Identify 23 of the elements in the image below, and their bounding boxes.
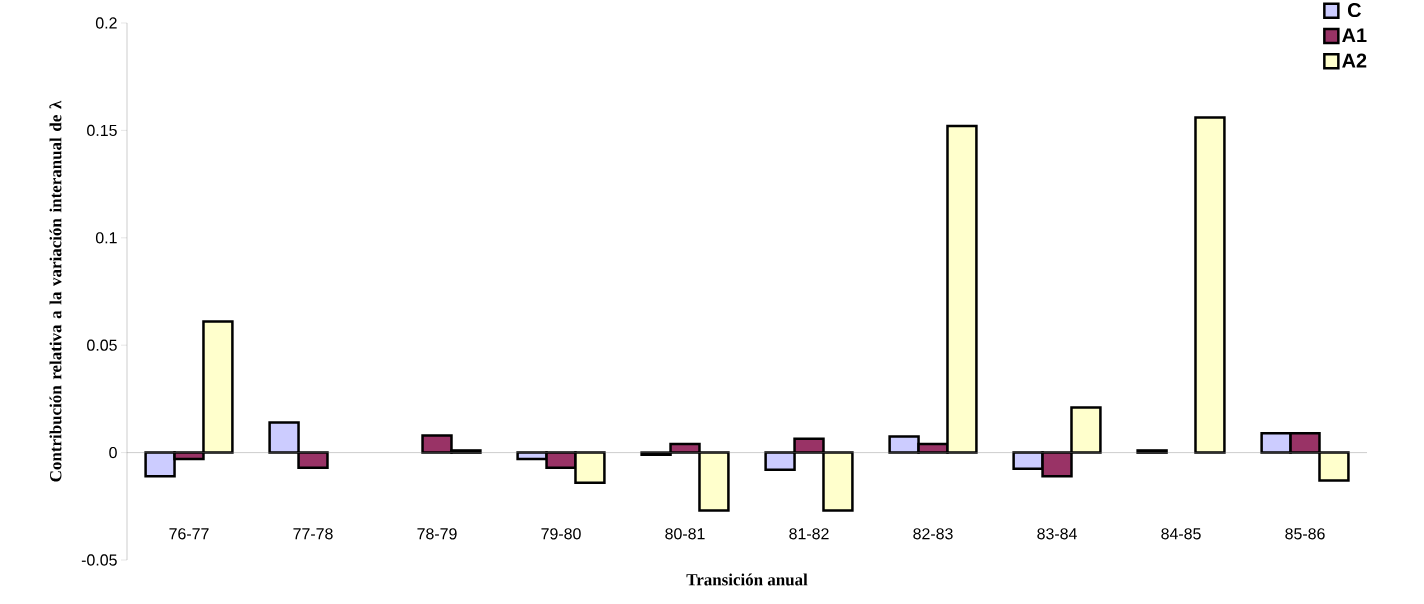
x-tick-label: 84-85	[1161, 528, 1201, 540]
y-tick-label: 0.15	[87, 124, 117, 137]
y-tick-label: 0.05	[87, 339, 117, 351]
legend-label: C	[1347, 3, 1361, 18]
legend-label: A2	[1342, 53, 1367, 68]
x-tick-label: 81-82	[789, 528, 829, 540]
y-tick-label: 0.1	[95, 232, 117, 244]
x-tick-label: 80-81	[665, 528, 705, 540]
y-tick-label: 0.2	[95, 17, 117, 29]
bar	[1194, 116, 1226, 454]
x-tick-label: 83-84	[1037, 528, 1077, 540]
y-tick-label: 0	[109, 446, 117, 459]
y-axis-title: Contribución relativa a la variación interanual de λ	[49, 100, 62, 482]
bar	[1136, 449, 1168, 454]
x-tick-label: 76-77	[169, 528, 209, 540]
legend-label: A1	[1342, 28, 1367, 43]
x-tick-label: 78-79	[417, 528, 457, 540]
x-tick-label: 82-83	[913, 528, 953, 540]
y-tick-label: -0.05	[81, 554, 117, 566]
x-tick-label: 85-86	[1285, 528, 1325, 540]
x-tick-label: 77-78	[293, 528, 333, 540]
x-axis-title: Transición anual	[686, 573, 808, 586]
x-tick-label: 79-80	[541, 528, 581, 540]
